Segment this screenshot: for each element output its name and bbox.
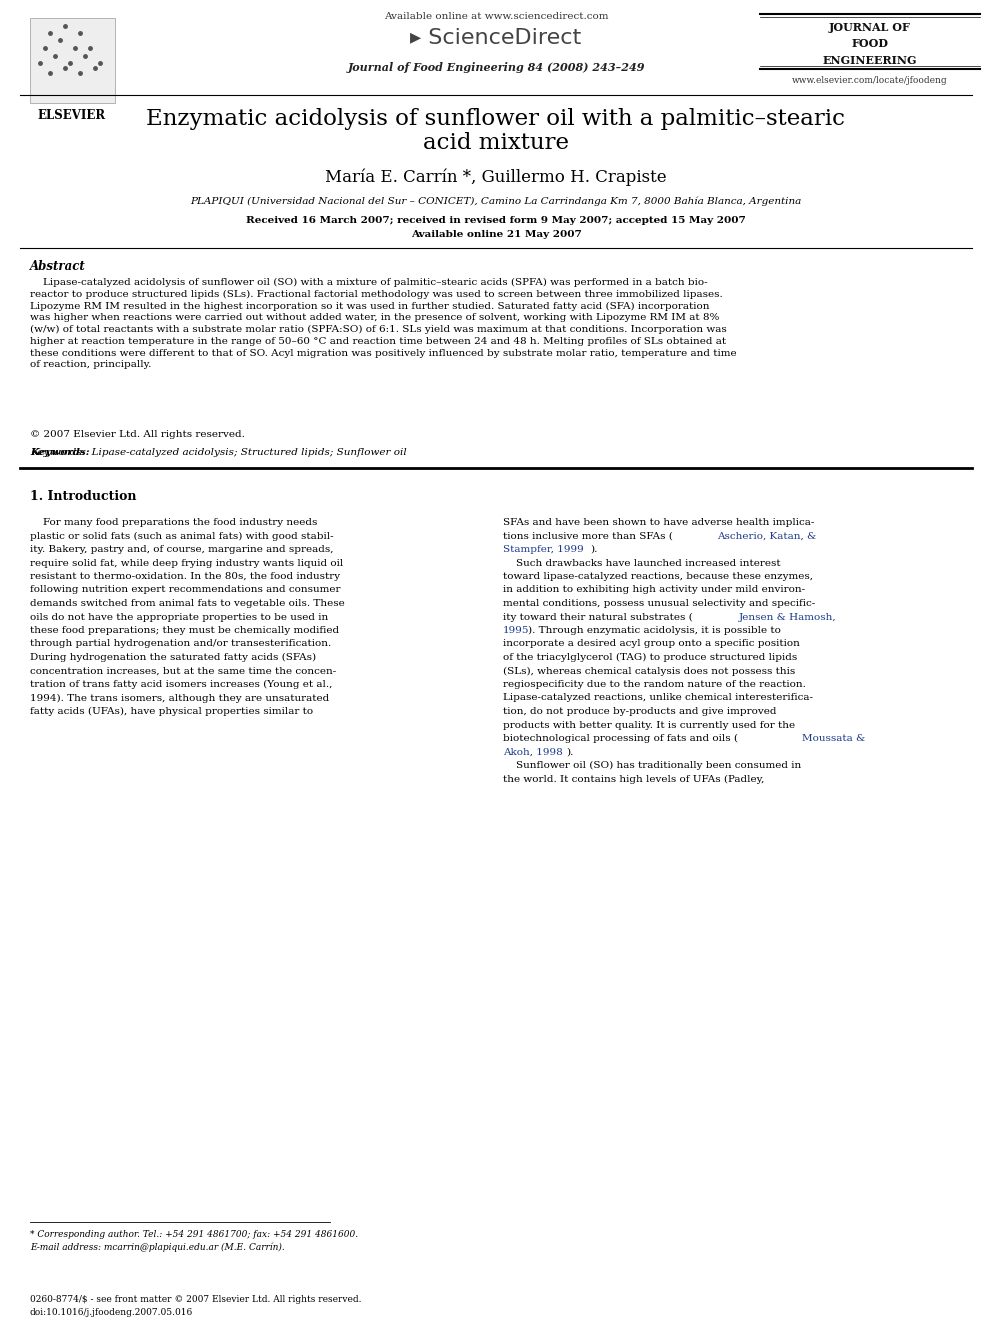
Text: www.elsevier.com/locate/jfoodeng: www.elsevier.com/locate/jfoodeng	[793, 75, 947, 85]
Text: tration of trans fatty acid isomers increases (Young et al.,: tration of trans fatty acid isomers incr…	[30, 680, 332, 689]
Text: Abstract: Abstract	[30, 261, 85, 273]
Text: incorporate a desired acyl group onto a specific position: incorporate a desired acyl group onto a …	[503, 639, 800, 648]
Text: During hydrogenation the saturated fatty acids (SFAs): During hydrogenation the saturated fatty…	[30, 654, 316, 662]
Text: acid mixture: acid mixture	[423, 132, 569, 153]
Text: Enzymatic acidolysis of sunflower oil with a palmitic–stearic: Enzymatic acidolysis of sunflower oil wi…	[147, 108, 845, 130]
Text: E-mail address: mcarrin@plapiqui.edu.ar (M.E. Carrín).: E-mail address: mcarrin@plapiqui.edu.ar …	[30, 1244, 285, 1253]
Text: tion, do not produce by-products and give improved: tion, do not produce by-products and giv…	[503, 706, 777, 716]
Text: tions inclusive more than SFAs (: tions inclusive more than SFAs (	[503, 532, 673, 541]
Text: María E. Carrín *, Guillermo H. Crapiste: María E. Carrín *, Guillermo H. Crapiste	[325, 168, 667, 185]
Text: in addition to exhibiting high activity under mild environ-: in addition to exhibiting high activity …	[503, 586, 806, 594]
Text: products with better quality. It is currently used for the: products with better quality. It is curr…	[503, 721, 796, 729]
Text: 1995: 1995	[503, 626, 530, 635]
Bar	[30, 19, 115, 103]
Text: Moussata &: Moussata &	[802, 734, 865, 744]
Text: ).: ).	[566, 747, 573, 757]
Text: JOURNAL OF
FOOD
ENGINEERING: JOURNAL OF FOOD ENGINEERING	[822, 22, 918, 66]
Text: toward lipase-catalyzed reactions, because these enzymes,: toward lipase-catalyzed reactions, becau…	[503, 572, 813, 581]
Text: Lipase-catalyzed acidolysis of sunflower oil (SO) with a mixture of palmitic–ste: Lipase-catalyzed acidolysis of sunflower…	[30, 278, 737, 369]
Text: oils do not have the appropriate properties to be used in: oils do not have the appropriate propert…	[30, 613, 328, 622]
Text: of the triacylglycerol (TAG) to produce structured lipids: of the triacylglycerol (TAG) to produce …	[503, 654, 798, 662]
Text: fatty acids (UFAs), have physical properties similar to: fatty acids (UFAs), have physical proper…	[30, 706, 313, 716]
Text: Such drawbacks have launched increased interest: Such drawbacks have launched increased i…	[503, 558, 781, 568]
Text: demands switched from animal fats to vegetable oils. These: demands switched from animal fats to veg…	[30, 599, 345, 609]
Text: Keywords:  Lipase-catalyzed acidolysis; Structured lipids; Sunflower oil: Keywords: Lipase-catalyzed acidolysis; S…	[30, 448, 407, 456]
Text: 1994). The trans isomers, although they are unsaturated: 1994). The trans isomers, although they …	[30, 693, 329, 703]
Text: PLAPIQUI (Universidad Nacional del Sur – CONICET), Camino La Carrindanga Km 7, 8: PLAPIQUI (Universidad Nacional del Sur –…	[190, 196, 802, 205]
Text: ▸ ScienceDirect: ▸ ScienceDirect	[411, 28, 581, 48]
Text: ity toward their natural substrates (: ity toward their natural substrates (	[503, 613, 692, 622]
Text: (SLs), whereas chemical catalysis does not possess this: (SLs), whereas chemical catalysis does n…	[503, 667, 796, 676]
Text: ity. Bakery, pastry and, of course, margarine and spreads,: ity. Bakery, pastry and, of course, marg…	[30, 545, 333, 554]
Text: resistant to thermo-oxidation. In the 80s, the food industry: resistant to thermo-oxidation. In the 80…	[30, 572, 340, 581]
Text: Received 16 March 2007; received in revised form 9 May 2007; accepted 15 May 200: Received 16 March 2007; received in revi…	[246, 216, 746, 225]
Text: ).: ).	[590, 545, 597, 554]
Text: Available online at www.sciencedirect.com: Available online at www.sciencedirect.co…	[384, 12, 608, 21]
Text: © 2007 Elsevier Ltd. All rights reserved.: © 2007 Elsevier Ltd. All rights reserved…	[30, 430, 245, 439]
Text: * Corresponding author. Tel.: +54 291 4861700; fax: +54 291 4861600.: * Corresponding author. Tel.: +54 291 48…	[30, 1230, 358, 1240]
Text: biotechnological processing of fats and oils (: biotechnological processing of fats and …	[503, 734, 738, 744]
Text: Lipase-catalyzed reactions, unlike chemical interesterifica-: Lipase-catalyzed reactions, unlike chemi…	[503, 693, 813, 703]
Text: SFAs and have been shown to have adverse health implica-: SFAs and have been shown to have adverse…	[503, 519, 814, 527]
Text: plastic or solid fats (such as animal fats) with good stabil-: plastic or solid fats (such as animal fa…	[30, 532, 333, 541]
Text: Available online 21 May 2007: Available online 21 May 2007	[411, 230, 581, 239]
Text: these food preparations; they must be chemically modified: these food preparations; they must be ch…	[30, 626, 339, 635]
Text: regiospecificity due to the random nature of the reaction.: regiospecificity due to the random natur…	[503, 680, 806, 689]
Text: Journal of Food Engineering 84 (2008) 243–249: Journal of Food Engineering 84 (2008) 24…	[347, 62, 645, 73]
Text: Sunflower oil (SO) has traditionally been consumed in: Sunflower oil (SO) has traditionally bee…	[503, 761, 802, 770]
Text: concentration increases, but at the same time the concen-: concentration increases, but at the same…	[30, 667, 336, 676]
Text: the world. It contains high levels of UFAs (Padley,: the world. It contains high levels of UF…	[503, 774, 765, 783]
Text: Ascherio, Katan, &: Ascherio, Katan, &	[717, 532, 816, 541]
Text: doi:10.1016/j.jfoodeng.2007.05.016: doi:10.1016/j.jfoodeng.2007.05.016	[30, 1308, 193, 1316]
Text: Stampfer, 1999: Stampfer, 1999	[503, 545, 583, 554]
Text: ELSEVIER: ELSEVIER	[38, 108, 106, 122]
Text: through partial hydrogenation and/or transesterification.: through partial hydrogenation and/or tra…	[30, 639, 331, 648]
Text: Jensen & Hamosh,: Jensen & Hamosh,	[739, 613, 836, 622]
Text: For many food preparations the food industry needs: For many food preparations the food indu…	[30, 519, 317, 527]
Text: 0260-8774/$ - see front matter © 2007 Elsevier Ltd. All rights reserved.: 0260-8774/$ - see front matter © 2007 El…	[30, 1295, 361, 1304]
Text: Akoh, 1998: Akoh, 1998	[503, 747, 562, 757]
Text: 1. Introduction: 1. Introduction	[30, 490, 137, 503]
Text: ). Through enzymatic acidolysis, it is possible to: ). Through enzymatic acidolysis, it is p…	[528, 626, 781, 635]
Text: following nutrition expert recommendations and consumer: following nutrition expert recommendatio…	[30, 586, 340, 594]
Text: Keywords:: Keywords:	[30, 448, 93, 456]
Text: require solid fat, while deep frying industry wants liquid oil: require solid fat, while deep frying ind…	[30, 558, 343, 568]
Text: mental conditions, possess unusual selectivity and specific-: mental conditions, possess unusual selec…	[503, 599, 815, 609]
